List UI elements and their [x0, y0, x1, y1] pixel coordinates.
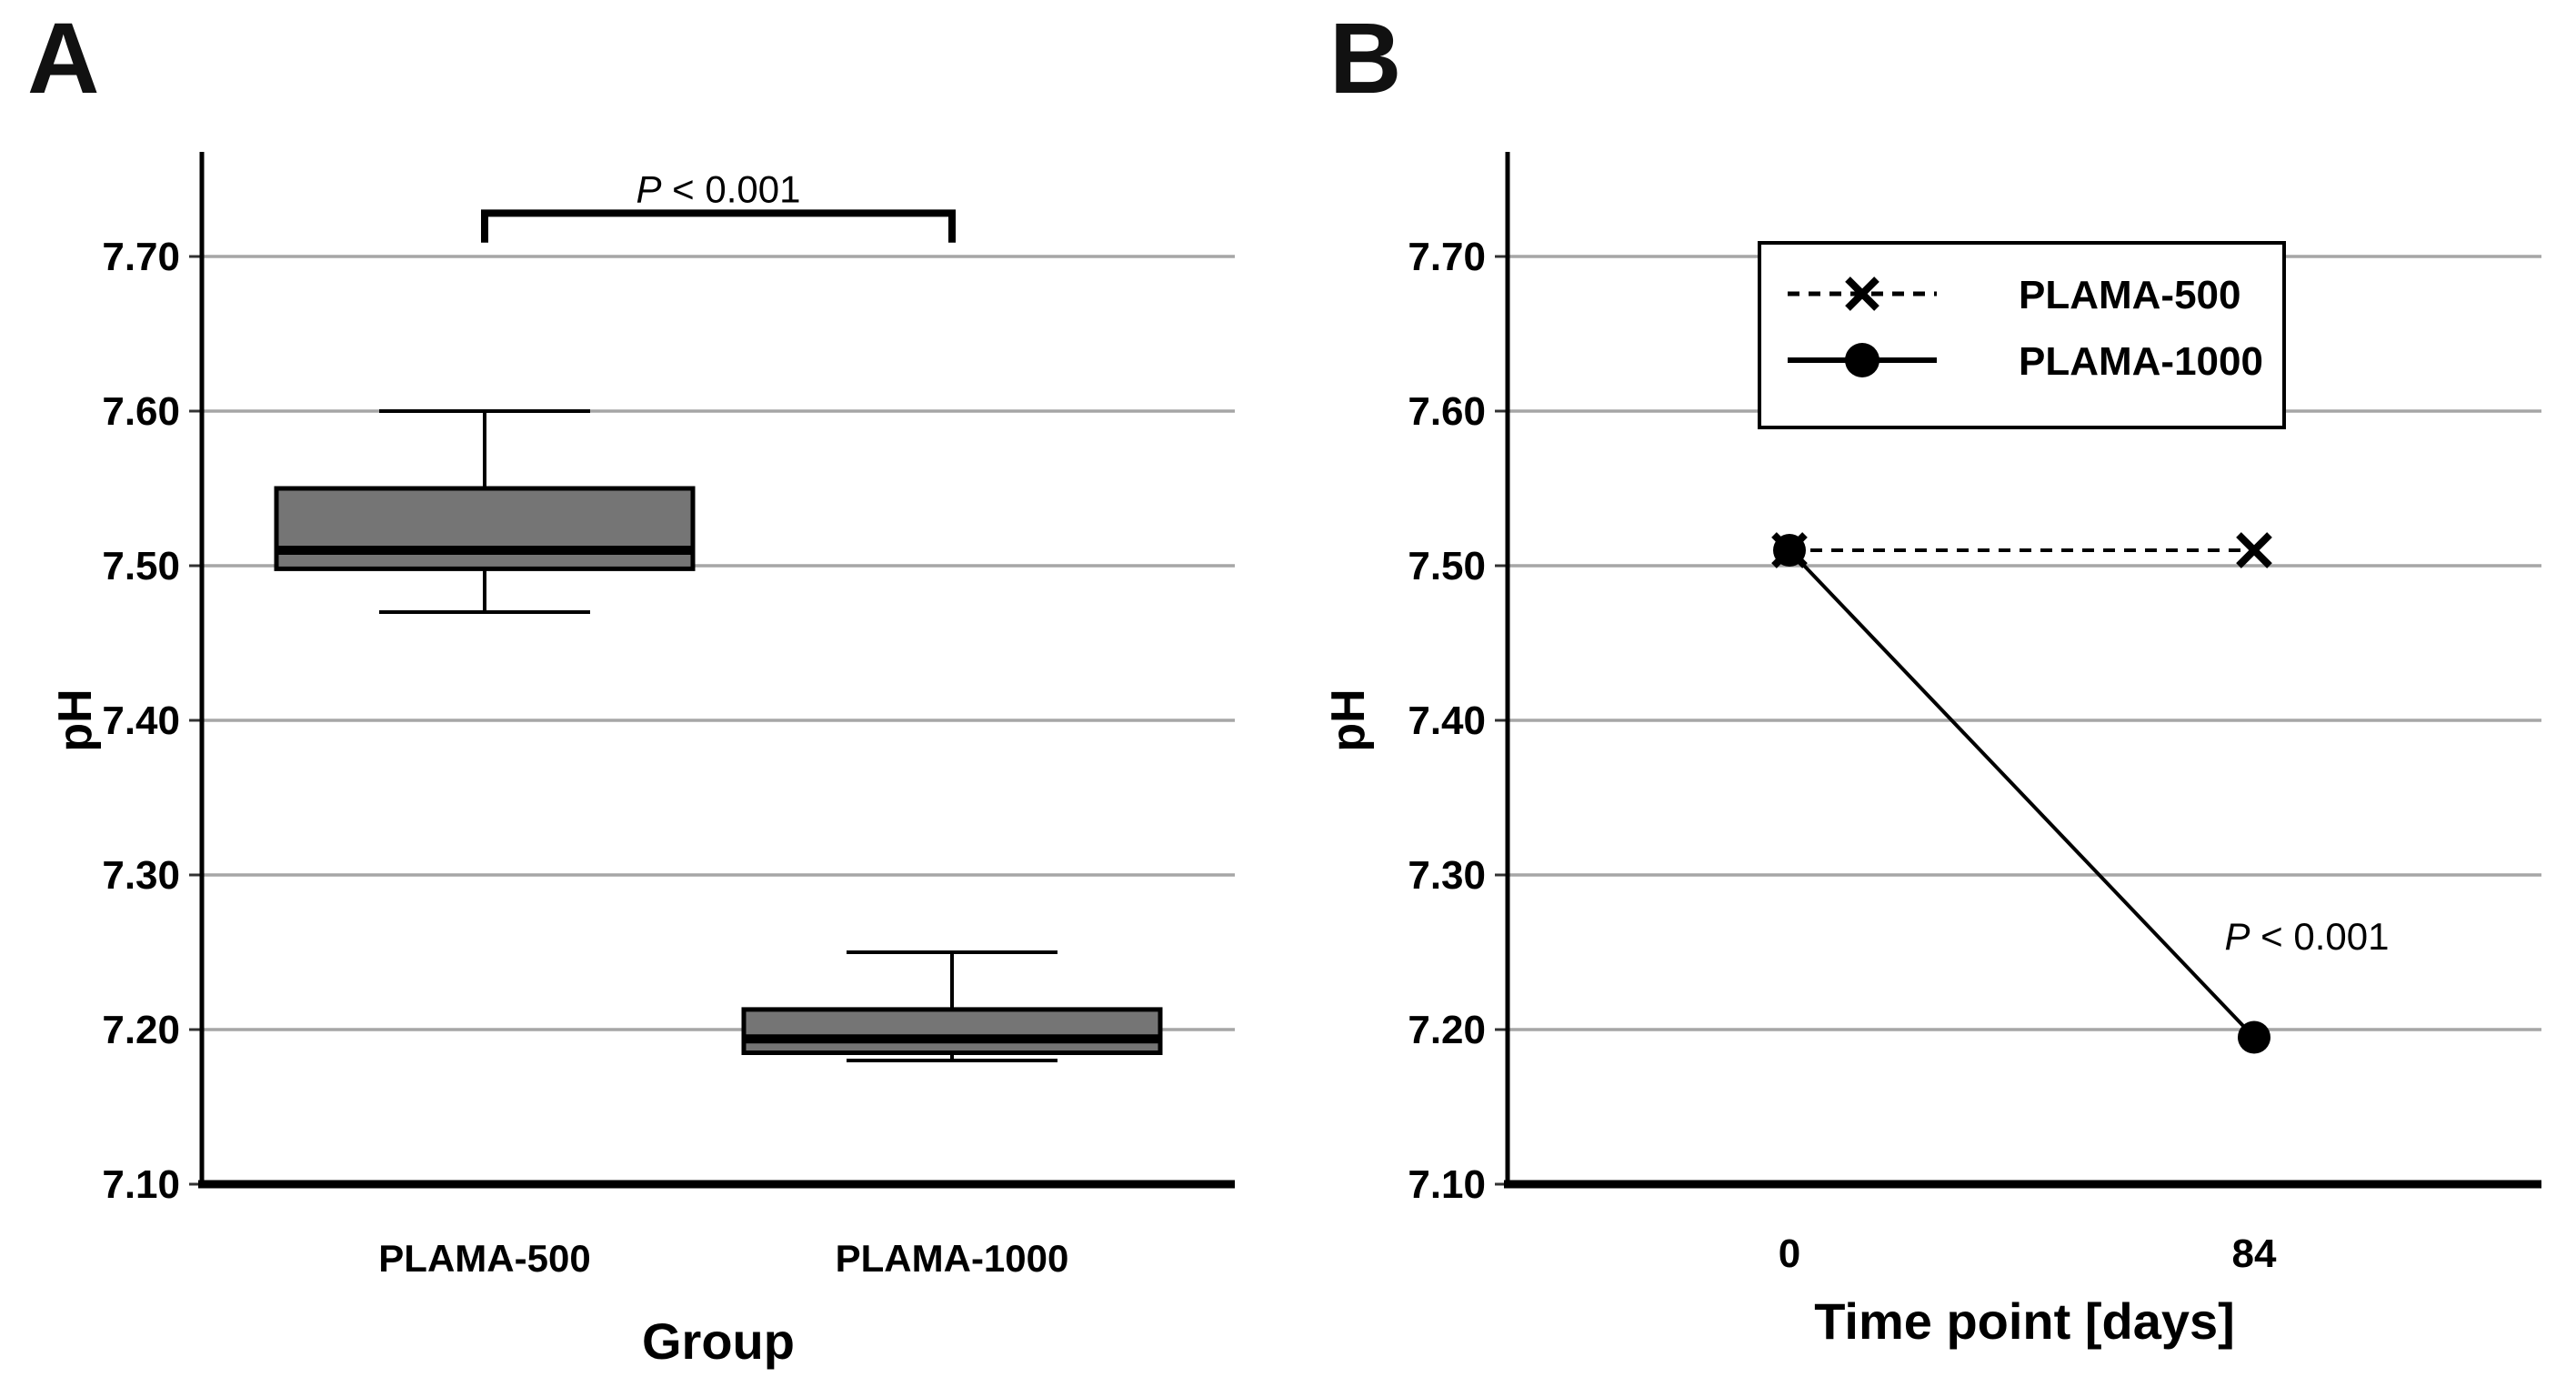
y-tick-label: 7.60	[1408, 389, 1486, 434]
y-tick-label: 7.50	[1408, 544, 1486, 588]
series-PLAMA-500	[1771, 532, 2272, 568]
significance-text: P < 0.001	[636, 167, 801, 210]
box-PLAMA-1000	[741, 950, 1163, 1062]
series-PLAMA-1000	[1773, 534, 2270, 1054]
y-axis-title: pH	[1322, 688, 1375, 751]
y-tick-label: 7.70	[102, 235, 180, 279]
y-tick-label: 7.20	[1408, 1008, 1486, 1052]
y-tick-label: 7.70	[1408, 235, 1486, 279]
series-line	[1788, 548, 2256, 1039]
x-tick-label: 84	[2232, 1231, 2277, 1276]
y-tick-label: 7.50	[102, 544, 180, 588]
panel-b-linechart: 7.10 7.20 7.30 7.40 7.50 7.60 7.70 pH Time point…	[1322, 152, 2541, 1350]
circle-marker	[1773, 534, 1806, 567]
iqr-box	[274, 486, 696, 571]
box-PLAMA-500	[274, 409, 696, 614]
annotation-p-value: P < 0.001	[2225, 915, 2390, 958]
panel-a-boxplot: 7.10 7.20 7.30 7.40 7.50 7.60 7.70 pH Group PLAMA…	[49, 152, 1235, 1370]
x-axis-title: Time point [days]	[1814, 1292, 2235, 1350]
x-category-label: PLAMA-500	[378, 1237, 590, 1280]
significance-bracket	[481, 209, 956, 243]
legend-box	[1758, 241, 2286, 429]
legend-entry-label: PLAMA-1000	[2019, 339, 2263, 384]
y-tick-label: 7.40	[102, 699, 180, 743]
x-axis-title: Group	[642, 1312, 795, 1370]
y-tick-label: 7.60	[102, 389, 180, 434]
y-tick-label: 7.10	[102, 1162, 180, 1207]
legend-circle-marker	[1845, 343, 1879, 377]
legend: PLAMA-500 PLAMA-1000	[1758, 241, 2286, 429]
panel-b-letter: B	[1329, 3, 1402, 115]
y-axis-title: pH	[49, 688, 102, 751]
x-category-label: PLAMA-1000	[836, 1237, 1069, 1280]
legend-entry-label: PLAMA-500	[2019, 273, 2241, 317]
y-tick-label: 7.30	[102, 853, 180, 898]
x-tick-label: 0	[1779, 1231, 1800, 1276]
circle-marker	[2238, 1020, 2270, 1054]
y-tick-label: 7.30	[1408, 853, 1486, 898]
x-marker	[2236, 532, 2272, 568]
x-marker	[1845, 276, 1879, 311]
panel-a-letter: A	[27, 3, 100, 115]
iqr-box	[741, 1007, 1163, 1056]
y-tick-label: 7.10	[1408, 1162, 1486, 1207]
y-tick-label: 7.40	[1408, 699, 1486, 743]
y-tick-label: 7.20	[102, 1008, 180, 1052]
